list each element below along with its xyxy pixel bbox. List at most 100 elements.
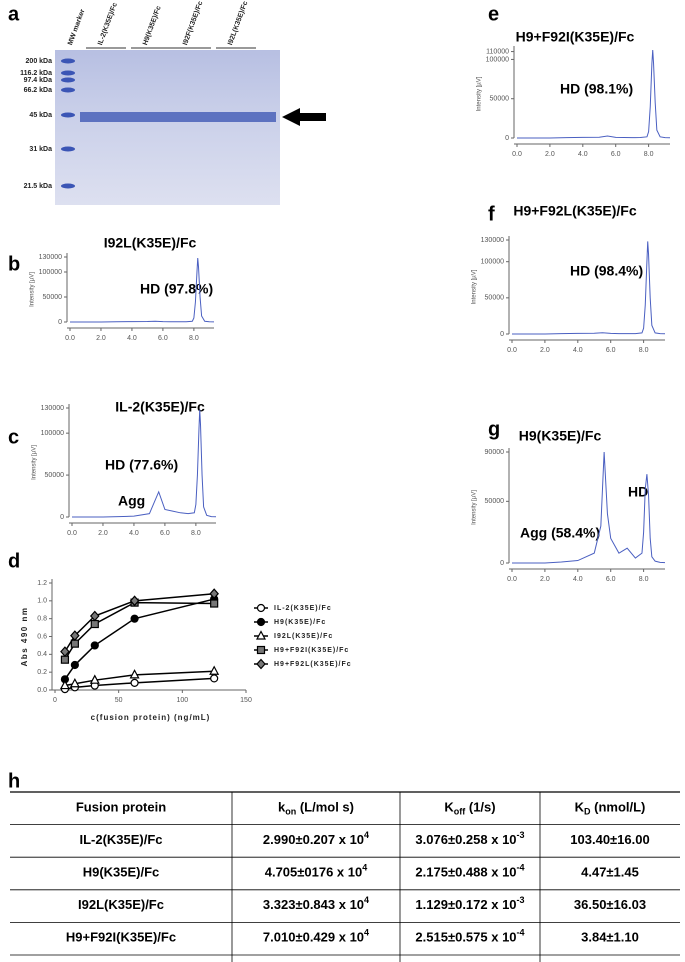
table-cell: 3.84±1.10: [581, 930, 639, 945]
lane-label: I92L(K35E)/Fc: [227, 0, 249, 46]
cell-text: 3.84±1.10: [581, 930, 639, 945]
table-cell: 7.010±0.429 x 104: [263, 928, 369, 945]
x-tick-label: 4.0: [573, 576, 583, 583]
y-tick-label: 0.2: [37, 669, 47, 676]
cell-text: 2.990±0.207 x 10: [263, 832, 364, 847]
annotation: Agg: [118, 493, 145, 509]
y-tick-label: 0: [500, 331, 504, 338]
y-tick-label: 50000: [485, 295, 505, 302]
y-axis-label: Intensity [µV]: [30, 272, 36, 307]
panel-letter: e: [488, 3, 499, 25]
data-line: [64, 601, 215, 661]
cell-text: K: [575, 800, 585, 815]
x-tick-label: 2.0: [540, 347, 550, 354]
cell-text: 4.705±0176 x 10: [265, 865, 363, 880]
y-tick-label: 0: [60, 514, 64, 521]
chart-title: IL-2(K35E)/Fc: [115, 399, 205, 415]
cell-text: 103.40±16.00: [570, 832, 649, 847]
x-tick-label: 100: [176, 697, 188, 704]
marker: [129, 595, 140, 607]
gel-panel: [55, 50, 326, 205]
gel-image: [55, 50, 280, 205]
marker-band: [61, 77, 75, 83]
y-tick-label: 0: [505, 135, 509, 142]
table-cell: 2.515±0.575 x 10-4: [415, 928, 524, 945]
y-tick-label: 130000: [39, 254, 62, 261]
marker: [90, 619, 99, 629]
cell-text: 2.175±0.488 x 10: [415, 865, 516, 880]
x-tick-label: 6.0: [158, 335, 168, 342]
x-tick-label: 2.0: [96, 335, 106, 342]
table-cell: IL-2(K35E)/Fc: [79, 832, 162, 847]
cell-sup: 4: [364, 961, 369, 962]
marker-label: 200 kDa: [26, 58, 53, 65]
cell-text: H9+F92I(K35E)/Fc: [66, 930, 176, 945]
table-cell: 4.705±0176 x 104: [265, 863, 368, 880]
marker-band: [61, 146, 75, 152]
x-tick-label: 6.0: [606, 347, 616, 354]
y-tick-label: 1.0: [37, 598, 47, 605]
lane-label: I92F(K35E)/Fc: [182, 0, 204, 46]
cell-sup: -3: [517, 895, 525, 905]
y-tick-label: 50000: [490, 96, 510, 103]
x-axis-label: c(fusion protein) (ng/mL): [91, 713, 211, 722]
cell-sub: off: [454, 807, 466, 817]
data-line: [517, 49, 671, 139]
annotation: HD (97.8%): [140, 281, 213, 297]
chart-title: H9(K35E)/Fc: [519, 428, 602, 444]
x-tick-label: 8.0: [644, 151, 654, 158]
x-tick-label: 8.0: [189, 335, 199, 342]
y-tick-label: 90000: [485, 449, 505, 456]
marker-band: [61, 112, 75, 118]
cell-sup: 4: [364, 830, 369, 840]
y-tick-label: 0.8: [37, 616, 47, 623]
panel-letter: c: [8, 426, 19, 448]
annotation: HD (98.4%): [570, 263, 643, 279]
x-tick-label: 2.0: [540, 576, 550, 583]
x-tick-label: 150: [240, 697, 252, 704]
marker: [70, 660, 79, 670]
marker: [130, 614, 139, 623]
marker-band: [61, 183, 75, 189]
legend-item: I92L(K35E)/Fc: [254, 630, 332, 640]
panel-letter: b: [8, 253, 20, 275]
cell-unit: (L/mol s): [296, 800, 354, 815]
table-cell: 3.323±0.843 x 104: [263, 895, 369, 912]
y-axis-label: Intensity [µV]: [472, 269, 478, 304]
cell-sup: 4: [364, 928, 369, 938]
table-cell: 2.990±0.207 x 104: [263, 830, 369, 847]
data-line: [64, 677, 215, 690]
marker-label: 21.5 kDa: [24, 183, 53, 190]
x-tick-label: 2.0: [98, 530, 108, 537]
legend-item: H9+F92I(K35E)/Fc: [254, 645, 349, 655]
y-tick-label: 50000: [45, 472, 65, 479]
x-tick-label: 0.0: [65, 335, 75, 342]
legend-item: IL-2(K35E)/Fc: [254, 603, 331, 613]
panel-letter: d: [8, 550, 20, 572]
arrow: [282, 108, 326, 126]
y-tick-label: 130000: [41, 405, 64, 412]
legend-marker: [256, 645, 266, 655]
legend-item: H9(K35E)/Fc: [254, 617, 325, 627]
y-tick-label: 100000: [486, 56, 509, 63]
annotation: Agg (58.4%): [520, 525, 600, 541]
x-tick-label: 8.0: [191, 530, 201, 537]
cell-text: 36.50±16.03: [574, 898, 646, 913]
legend-marker: [256, 658, 266, 670]
y-tick-label: 1.2: [37, 580, 47, 587]
y-tick-label: 0: [58, 319, 62, 326]
legend-label: H9+F92I(K35E)/Fc: [274, 647, 349, 654]
x-tick-label: 50: [115, 697, 123, 704]
marker: [60, 646, 70, 658]
table-cell: H9(K35E)/Fc: [83, 865, 160, 880]
cell-text: IL-2(K35E)/Fc: [79, 832, 162, 847]
x-tick-label: 6.0: [160, 530, 170, 537]
chart-title: H9+F92L(K35E)/Fc: [513, 203, 637, 219]
table-cell: Koff (1/s): [444, 800, 495, 817]
cell-text: 2.515±0.575 x 10: [415, 930, 516, 945]
cell-sup: -4: [517, 863, 525, 873]
marker: [210, 674, 219, 683]
cell-text: Fusion protein: [76, 800, 166, 815]
table-cell: 2.978±0.807 x 10-4: [415, 961, 524, 962]
